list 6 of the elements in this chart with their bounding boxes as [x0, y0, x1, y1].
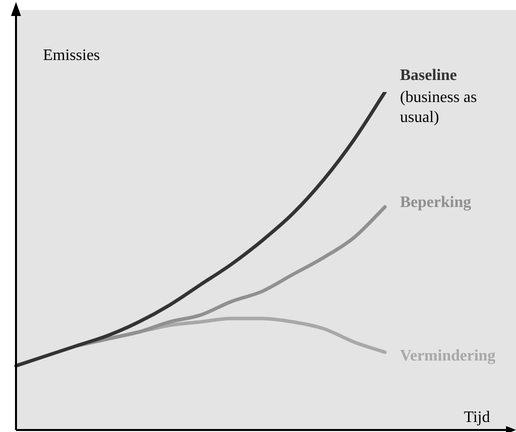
series-label: Vermindering: [400, 347, 496, 364]
x-axis-title: Tijd: [464, 409, 490, 426]
annotation: (business as usual): [400, 89, 477, 126]
series-label: Baseline: [400, 67, 457, 84]
series-label: Beperking: [400, 194, 472, 211]
y-axis-title: Emissies: [43, 47, 100, 64]
